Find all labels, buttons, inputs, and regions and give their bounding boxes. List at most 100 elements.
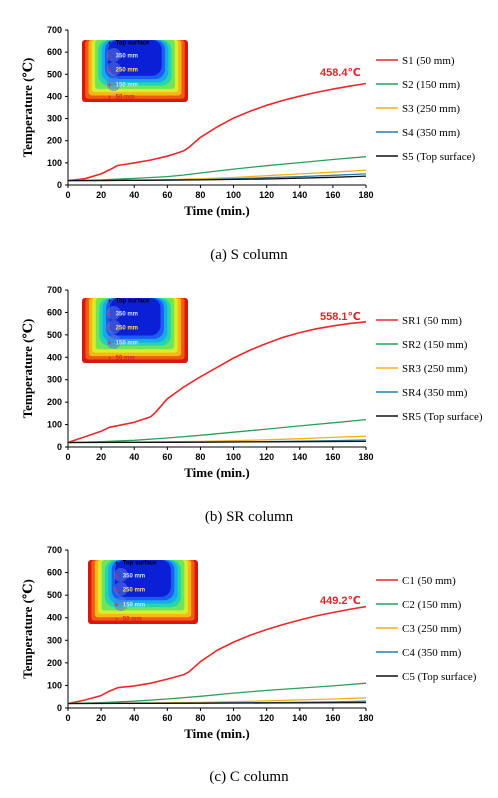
- inset-sensor-label: 250 mm: [123, 588, 145, 594]
- y-tick-label: 700: [47, 285, 62, 295]
- inset-sensor-marker: +: [115, 617, 119, 623]
- series-line-1: [67, 605, 367, 705]
- inset-sensor-label: 150 mm: [116, 83, 138, 89]
- series-line-1: [67, 82, 367, 182]
- legend-label: SR3 (250 mm): [402, 363, 468, 375]
- legend-label: C3 (250 mm): [402, 623, 462, 635]
- legend: SR1 (50 mm) SR2 (150 mm) SR3 (250 mm) SR4 (…: [376, 315, 483, 423]
- y-axis-label: Temperature (℃): [20, 579, 35, 679]
- inset-sensor-marker: +: [115, 603, 119, 609]
- x-tick-label: 40: [129, 190, 139, 200]
- y-tick-label: 300: [47, 375, 62, 385]
- y-tick-label: 0: [57, 442, 62, 452]
- y-tick-label: 600: [47, 568, 62, 578]
- inset-heat-band: [108, 40, 162, 76]
- y-tick-label: 500: [47, 590, 62, 600]
- series-line-2: [67, 682, 367, 705]
- x-tick-label: 160: [325, 190, 340, 200]
- x-tick-label: 20: [96, 713, 106, 723]
- peak-temperature-label: 449.2℃: [320, 595, 361, 607]
- inset-sensor-marker: +: [115, 588, 119, 594]
- inset-sensor-label: 150 mm: [116, 341, 138, 347]
- inset-sensor-halo: [106, 306, 121, 320]
- legend-label: C2 (150 mm): [402, 599, 462, 611]
- x-tick-label: 0: [65, 190, 70, 200]
- x-axis-label: Time (min.): [184, 465, 249, 480]
- x-tick-label: 180: [358, 190, 373, 200]
- y-tick-label: 300: [47, 635, 62, 645]
- chart-panel-0: 0 100 200 300 400 500 600 700 0 20 40 60 80 100 120 140…: [20, 25, 475, 263]
- peak-temperature-label: 458.4℃: [320, 67, 361, 79]
- inset-sensor-marker: +: [108, 356, 112, 362]
- series-line-1: [67, 321, 367, 444]
- legend-label: C5 (Top surface): [402, 671, 477, 683]
- y-tick-label: 200: [47, 136, 62, 146]
- inset-sensor-halo: [113, 582, 128, 596]
- y-tick-label: 500: [47, 330, 62, 340]
- inset-heat-band: [115, 560, 171, 597]
- y-tick-label: 200: [47, 658, 62, 668]
- x-tick-label: 100: [226, 713, 241, 723]
- series-line-2: [67, 156, 367, 182]
- x-tick-label: 140: [292, 452, 307, 462]
- y-axis-label: Temperature (℃): [20, 319, 35, 419]
- inset-temperature-map: + Top surface + 350 mm + 250 mm + 150 mm + 50 mm: [82, 40, 188, 102]
- x-tick-label: 60: [162, 452, 172, 462]
- inset-sensor-marker: +: [115, 561, 119, 567]
- series-line-5: [67, 440, 367, 444]
- y-tick-label: 400: [47, 352, 62, 362]
- x-tick-label: 80: [195, 713, 205, 723]
- inset-temperature-map: + Top surface + 350 mm + 250 mm + 150 mm + 50 mm: [82, 298, 188, 363]
- x-tick-label: 0: [65, 452, 70, 462]
- y-tick-label: 0: [57, 180, 62, 190]
- x-tick-label: 120: [259, 190, 274, 200]
- x-tick-label: 80: [195, 190, 205, 200]
- y-tick-label: 500: [47, 69, 62, 79]
- inset-sensor-label: 250 mm: [116, 68, 138, 74]
- inset-heat-band: [109, 298, 161, 336]
- inset-sensor-marker: +: [108, 326, 112, 332]
- y-tick-label: 300: [47, 114, 62, 124]
- x-tick-label: 20: [96, 452, 106, 462]
- inset-sensor-label: 350 mm: [123, 574, 145, 580]
- legend-label: SR1 (50 mm): [402, 315, 462, 327]
- inset-sensor-halo: [106, 335, 121, 349]
- y-tick-label: 100: [47, 158, 62, 168]
- inset-sensor-halo: [106, 320, 121, 334]
- x-tick-label: 180: [358, 452, 373, 462]
- figure-caption: (a) S column: [210, 247, 288, 263]
- y-tick-label: 400: [47, 91, 62, 101]
- inset-sensor-label: 350 mm: [116, 54, 138, 60]
- x-tick-label: 40: [129, 713, 139, 723]
- x-tick-label: 80: [195, 452, 205, 462]
- inset-temperature-map: + Top surface + 350 mm + 250 mm + 150 mm + 50 mm: [88, 560, 198, 624]
- y-tick-label: 200: [47, 397, 62, 407]
- x-tick-label: 100: [226, 452, 241, 462]
- chart-panel-2: 0 100 200 300 400 500 600 700 0 20 40 60 80 100 120 140…: [20, 545, 477, 785]
- inset-sensor-marker: +: [108, 83, 112, 89]
- legend-label: S4 (350 mm): [402, 127, 460, 139]
- inset-sensor-label: 50 mm: [123, 617, 142, 623]
- x-tick-label: 100: [226, 190, 241, 200]
- inset-sensor-halo: [106, 77, 121, 91]
- x-tick-label: 140: [292, 713, 307, 723]
- x-tick-label: 160: [325, 452, 340, 462]
- x-tick-label: 40: [129, 452, 139, 462]
- legend-label: SR2 (150 mm): [402, 339, 468, 351]
- figure-caption: (b) SR column: [205, 509, 294, 525]
- x-tick-label: 160: [325, 713, 340, 723]
- x-tick-label: 120: [259, 452, 274, 462]
- x-tick-label: 120: [259, 713, 274, 723]
- legend-label: S5 (Top surface): [402, 151, 475, 163]
- series-line-5: [67, 701, 367, 705]
- inset-sensor-label: Top surface: [123, 561, 157, 567]
- x-tick-label: 20: [96, 190, 106, 200]
- inset-sensor-marker: +: [108, 68, 112, 74]
- x-axis-label: Time (min.): [184, 203, 249, 218]
- y-tick-label: 600: [47, 307, 62, 317]
- chart-panel-1: 0 100 200 300 400 500 600 700 0 20 40 60 80 100 120 140…: [20, 285, 483, 525]
- inset-sensor-marker: +: [108, 41, 112, 47]
- inset-sensor-marker: +: [108, 54, 112, 60]
- y-tick-label: 100: [47, 420, 62, 430]
